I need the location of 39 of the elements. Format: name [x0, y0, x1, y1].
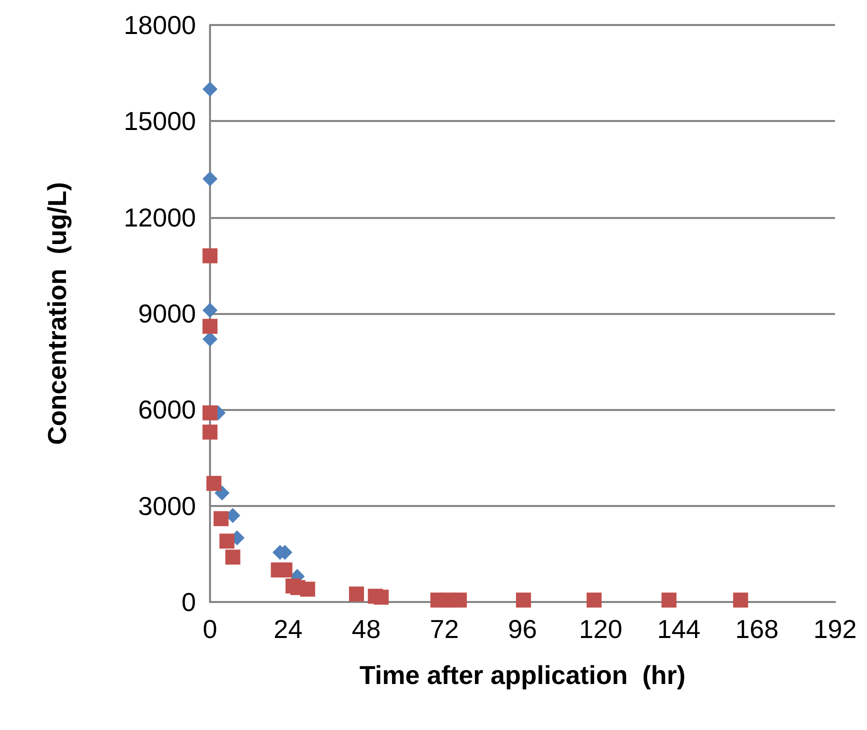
point — [661, 592, 676, 608]
point — [202, 302, 218, 318]
point — [202, 424, 218, 440]
point — [374, 590, 389, 605]
x-tick-label: 48 — [352, 614, 381, 644]
y-tick-label: 0 — [182, 587, 196, 617]
point — [206, 476, 222, 491]
x-tick-label: 96 — [508, 614, 537, 644]
y-tick-label: 3000 — [138, 490, 196, 521]
point — [219, 534, 234, 549]
point — [202, 171, 218, 186]
x-tick-label: 192 — [813, 614, 857, 644]
point — [452, 592, 467, 608]
x-tick-label: 0 — [202, 614, 218, 644]
x-tick-label: 72 — [430, 614, 459, 644]
point — [202, 318, 218, 334]
point — [300, 582, 316, 597]
y-tick-label: 6000 — [138, 394, 196, 425]
y-tick-label: 15000 — [124, 106, 196, 136]
y-axis-title: Concentration (ug/L) — [42, 182, 72, 445]
point — [202, 248, 218, 264]
point — [214, 511, 229, 526]
x-tick-label: 120 — [578, 614, 622, 644]
x-axis-title: Time after application (hr) — [359, 660, 686, 690]
point — [733, 592, 748, 608]
x-tick-label: 168 — [735, 614, 779, 644]
point — [516, 592, 531, 608]
x-tick-label: 144 — [657, 614, 700, 644]
point — [225, 550, 240, 565]
y-tick-label: 18000 — [124, 10, 196, 40]
point — [202, 405, 218, 420]
point — [277, 562, 292, 578]
x-tick-label: 24 — [274, 614, 303, 644]
point — [586, 592, 602, 608]
y-tick-label: 12000 — [124, 202, 196, 232]
point — [202, 332, 218, 347]
point — [348, 586, 364, 602]
point — [202, 82, 218, 97]
y-tick-label: 9000 — [138, 298, 196, 328]
